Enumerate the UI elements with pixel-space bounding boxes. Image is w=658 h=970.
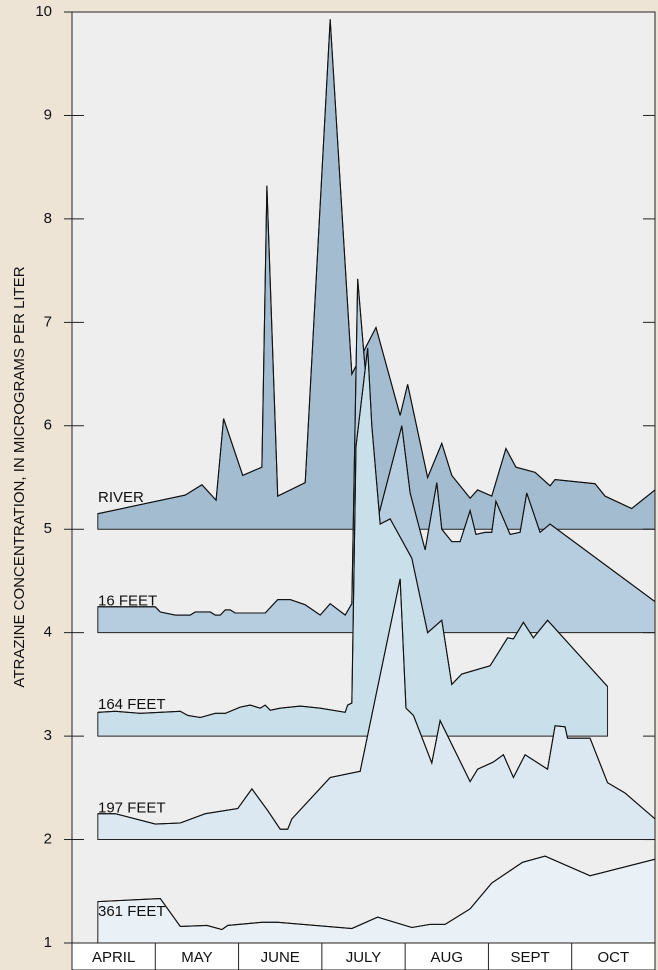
series-label: RIVER	[98, 489, 144, 506]
series-label: 16 FEET	[98, 593, 157, 610]
y-tick-label: 8	[44, 210, 52, 227]
series-label: 361 FEET	[98, 903, 166, 920]
x-tick-label: APRIL	[92, 949, 135, 966]
series-line	[97, 348, 608, 719]
y-tick-label: 1	[44, 934, 52, 951]
series-line	[97, 855, 656, 931]
y-tick-label: 4	[44, 624, 52, 641]
series-line	[97, 19, 656, 515]
series-line	[97, 278, 656, 616]
x-tick-label: JUNE	[261, 949, 300, 966]
x-tick-label: SEPT	[510, 949, 549, 966]
x-tick-label: JULY	[346, 949, 382, 966]
y-tick-label: 7	[44, 313, 52, 330]
y-tick-label: 6	[44, 417, 52, 434]
y-axis-label: ATRAZINE CONCENTRATION, IN MICROGRAMS PE…	[11, 266, 28, 687]
series-line	[97, 578, 656, 830]
x-tick-label: MAY	[181, 949, 212, 966]
y-tick-label: 9	[44, 106, 52, 123]
y-tick-label: 10	[35, 3, 52, 20]
y-tick-label: 3	[44, 727, 52, 744]
series-label: 164 FEET	[98, 696, 166, 713]
x-tick-label: OCT	[598, 949, 630, 966]
x-tick-label: AUG	[431, 949, 464, 966]
y-tick-label: 5	[44, 520, 52, 537]
y-tick-label: 2	[44, 831, 52, 848]
series-label: 197 FEET	[98, 799, 166, 816]
x-axis-band	[71, 942, 656, 970]
